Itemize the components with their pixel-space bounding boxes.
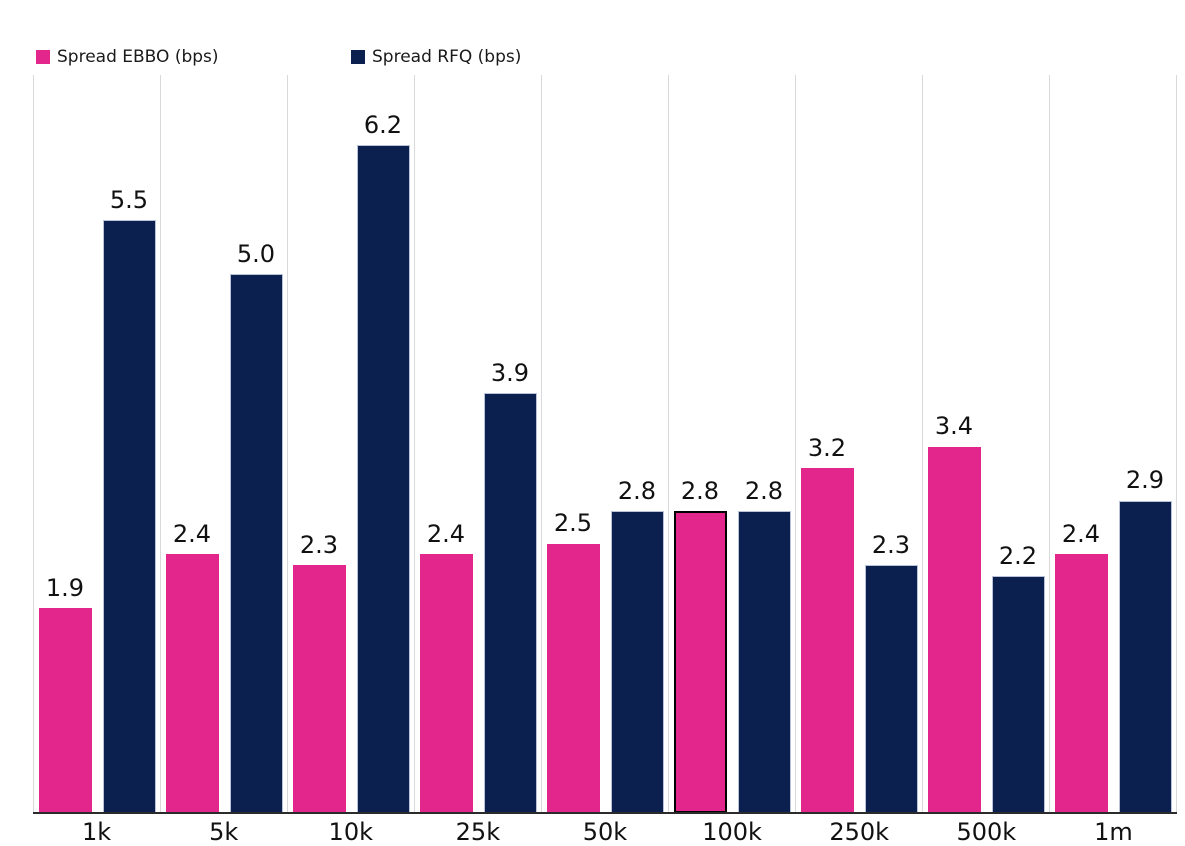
bar-rfq-1k[interactable] bbox=[102, 220, 156, 813]
bar-ebbo-1k[interactable] bbox=[38, 608, 92, 813]
bar-rfq-25k[interactable] bbox=[483, 392, 537, 813]
value-label-rfq-10k: 6.2 bbox=[363, 110, 403, 139]
legend-item-spread-ebbo[interactable]: Spread EBBO (bps) bbox=[36, 47, 219, 67]
bar-rfq-5k[interactable] bbox=[229, 274, 283, 813]
bar-ebbo-250k[interactable] bbox=[800, 468, 854, 813]
bar-ebbo-5k[interactable] bbox=[165, 554, 219, 813]
value-label-ebbo-250k: 3.2 bbox=[807, 434, 847, 463]
category-group-500k: 3.4 2.2 bbox=[922, 75, 1049, 813]
bar-ebbo-25k[interactable] bbox=[419, 554, 473, 813]
value-label-ebbo-5k: 2.4 bbox=[172, 520, 212, 549]
value-label-ebbo-1k: 1.9 bbox=[45, 574, 85, 603]
x-axis-line bbox=[33, 812, 1177, 814]
category-group-10k: 2.3 6.2 bbox=[287, 75, 414, 813]
x-axis-label-500k: 500k bbox=[956, 818, 1017, 846]
category-group-100k: 2.8 2.8 bbox=[668, 75, 795, 813]
category-group-5k: 2.4 5.0 bbox=[160, 75, 287, 813]
x-axis-label-250k: 250k bbox=[829, 818, 890, 846]
bar-ebbo-100k[interactable] bbox=[673, 511, 727, 813]
value-label-rfq-500k: 2.2 bbox=[998, 541, 1038, 570]
bar-rfq-1m[interactable] bbox=[1118, 500, 1172, 813]
value-label-rfq-1m: 2.9 bbox=[1125, 466, 1165, 495]
value-label-rfq-1k: 5.5 bbox=[109, 186, 149, 215]
value-label-rfq-100k: 2.8 bbox=[744, 477, 784, 506]
bar-ebbo-50k[interactable] bbox=[546, 543, 600, 813]
legend-label-spread-ebbo: Spread EBBO (bps) bbox=[57, 47, 219, 67]
x-axis-label-1k: 1k bbox=[81, 818, 112, 846]
x-axis: 1k 5k 10k 25k 50k 100k 250k 500k 1m bbox=[33, 818, 1177, 846]
category-group-250k: 3.2 2.3 bbox=[795, 75, 922, 813]
category-group-50k: 2.5 2.8 bbox=[541, 75, 668, 813]
x-axis-label-25k: 25k bbox=[455, 818, 501, 846]
value-label-rfq-25k: 3.9 bbox=[490, 358, 530, 387]
x-axis-label-5k: 5k bbox=[209, 818, 239, 846]
x-axis-label-50k: 50k bbox=[582, 818, 628, 846]
bar-rfq-250k[interactable] bbox=[864, 565, 918, 813]
legend-label-spread-rfq: Spread RFQ (bps) bbox=[372, 47, 522, 67]
value-label-ebbo-1m: 2.4 bbox=[1061, 520, 1101, 549]
category-group-25k: 2.4 3.9 bbox=[414, 75, 541, 813]
bar-rfq-100k[interactable] bbox=[737, 511, 791, 813]
bar-rfq-500k[interactable] bbox=[991, 575, 1045, 813]
bar-ebbo-1m[interactable] bbox=[1054, 554, 1108, 813]
legend-item-spread-rfq[interactable]: Spread RFQ (bps) bbox=[351, 47, 521, 67]
legend-swatch-rfq-icon bbox=[351, 50, 365, 64]
category-group-1k: 1.9 5.5 bbox=[33, 75, 160, 813]
legend-swatch-ebbo-icon bbox=[36, 50, 50, 64]
bar-ebbo-10k[interactable] bbox=[292, 565, 346, 813]
value-label-ebbo-100k: 2.8 bbox=[680, 477, 720, 506]
value-label-rfq-250k: 2.3 bbox=[871, 531, 911, 559]
x-axis-label-1m: 1m bbox=[1094, 818, 1133, 846]
value-label-ebbo-25k: 2.4 bbox=[426, 520, 466, 549]
value-label-rfq-5k: 5.0 bbox=[236, 240, 276, 269]
plot-area: 1.9 5.5 2.4 5.0 2.3 6.2 2.4 3.9 2.5 2.8 2.8 2.8 3.2 2… bbox=[33, 75, 1177, 813]
value-label-ebbo-10k: 2.3 bbox=[299, 531, 339, 559]
bar-rfq-10k[interactable] bbox=[356, 145, 410, 813]
value-label-rfq-50k: 2.8 bbox=[617, 477, 657, 506]
value-label-ebbo-50k: 2.5 bbox=[553, 509, 593, 538]
bar-ebbo-500k[interactable] bbox=[927, 446, 981, 813]
x-axis-label-10k: 10k bbox=[328, 818, 373, 846]
x-axis-label-100k: 100k bbox=[702, 818, 762, 846]
category-group-1m: 2.4 2.9 bbox=[1049, 75, 1176, 813]
value-label-ebbo-500k: 3.4 bbox=[934, 412, 974, 441]
bar-rfq-50k[interactable] bbox=[610, 511, 664, 813]
